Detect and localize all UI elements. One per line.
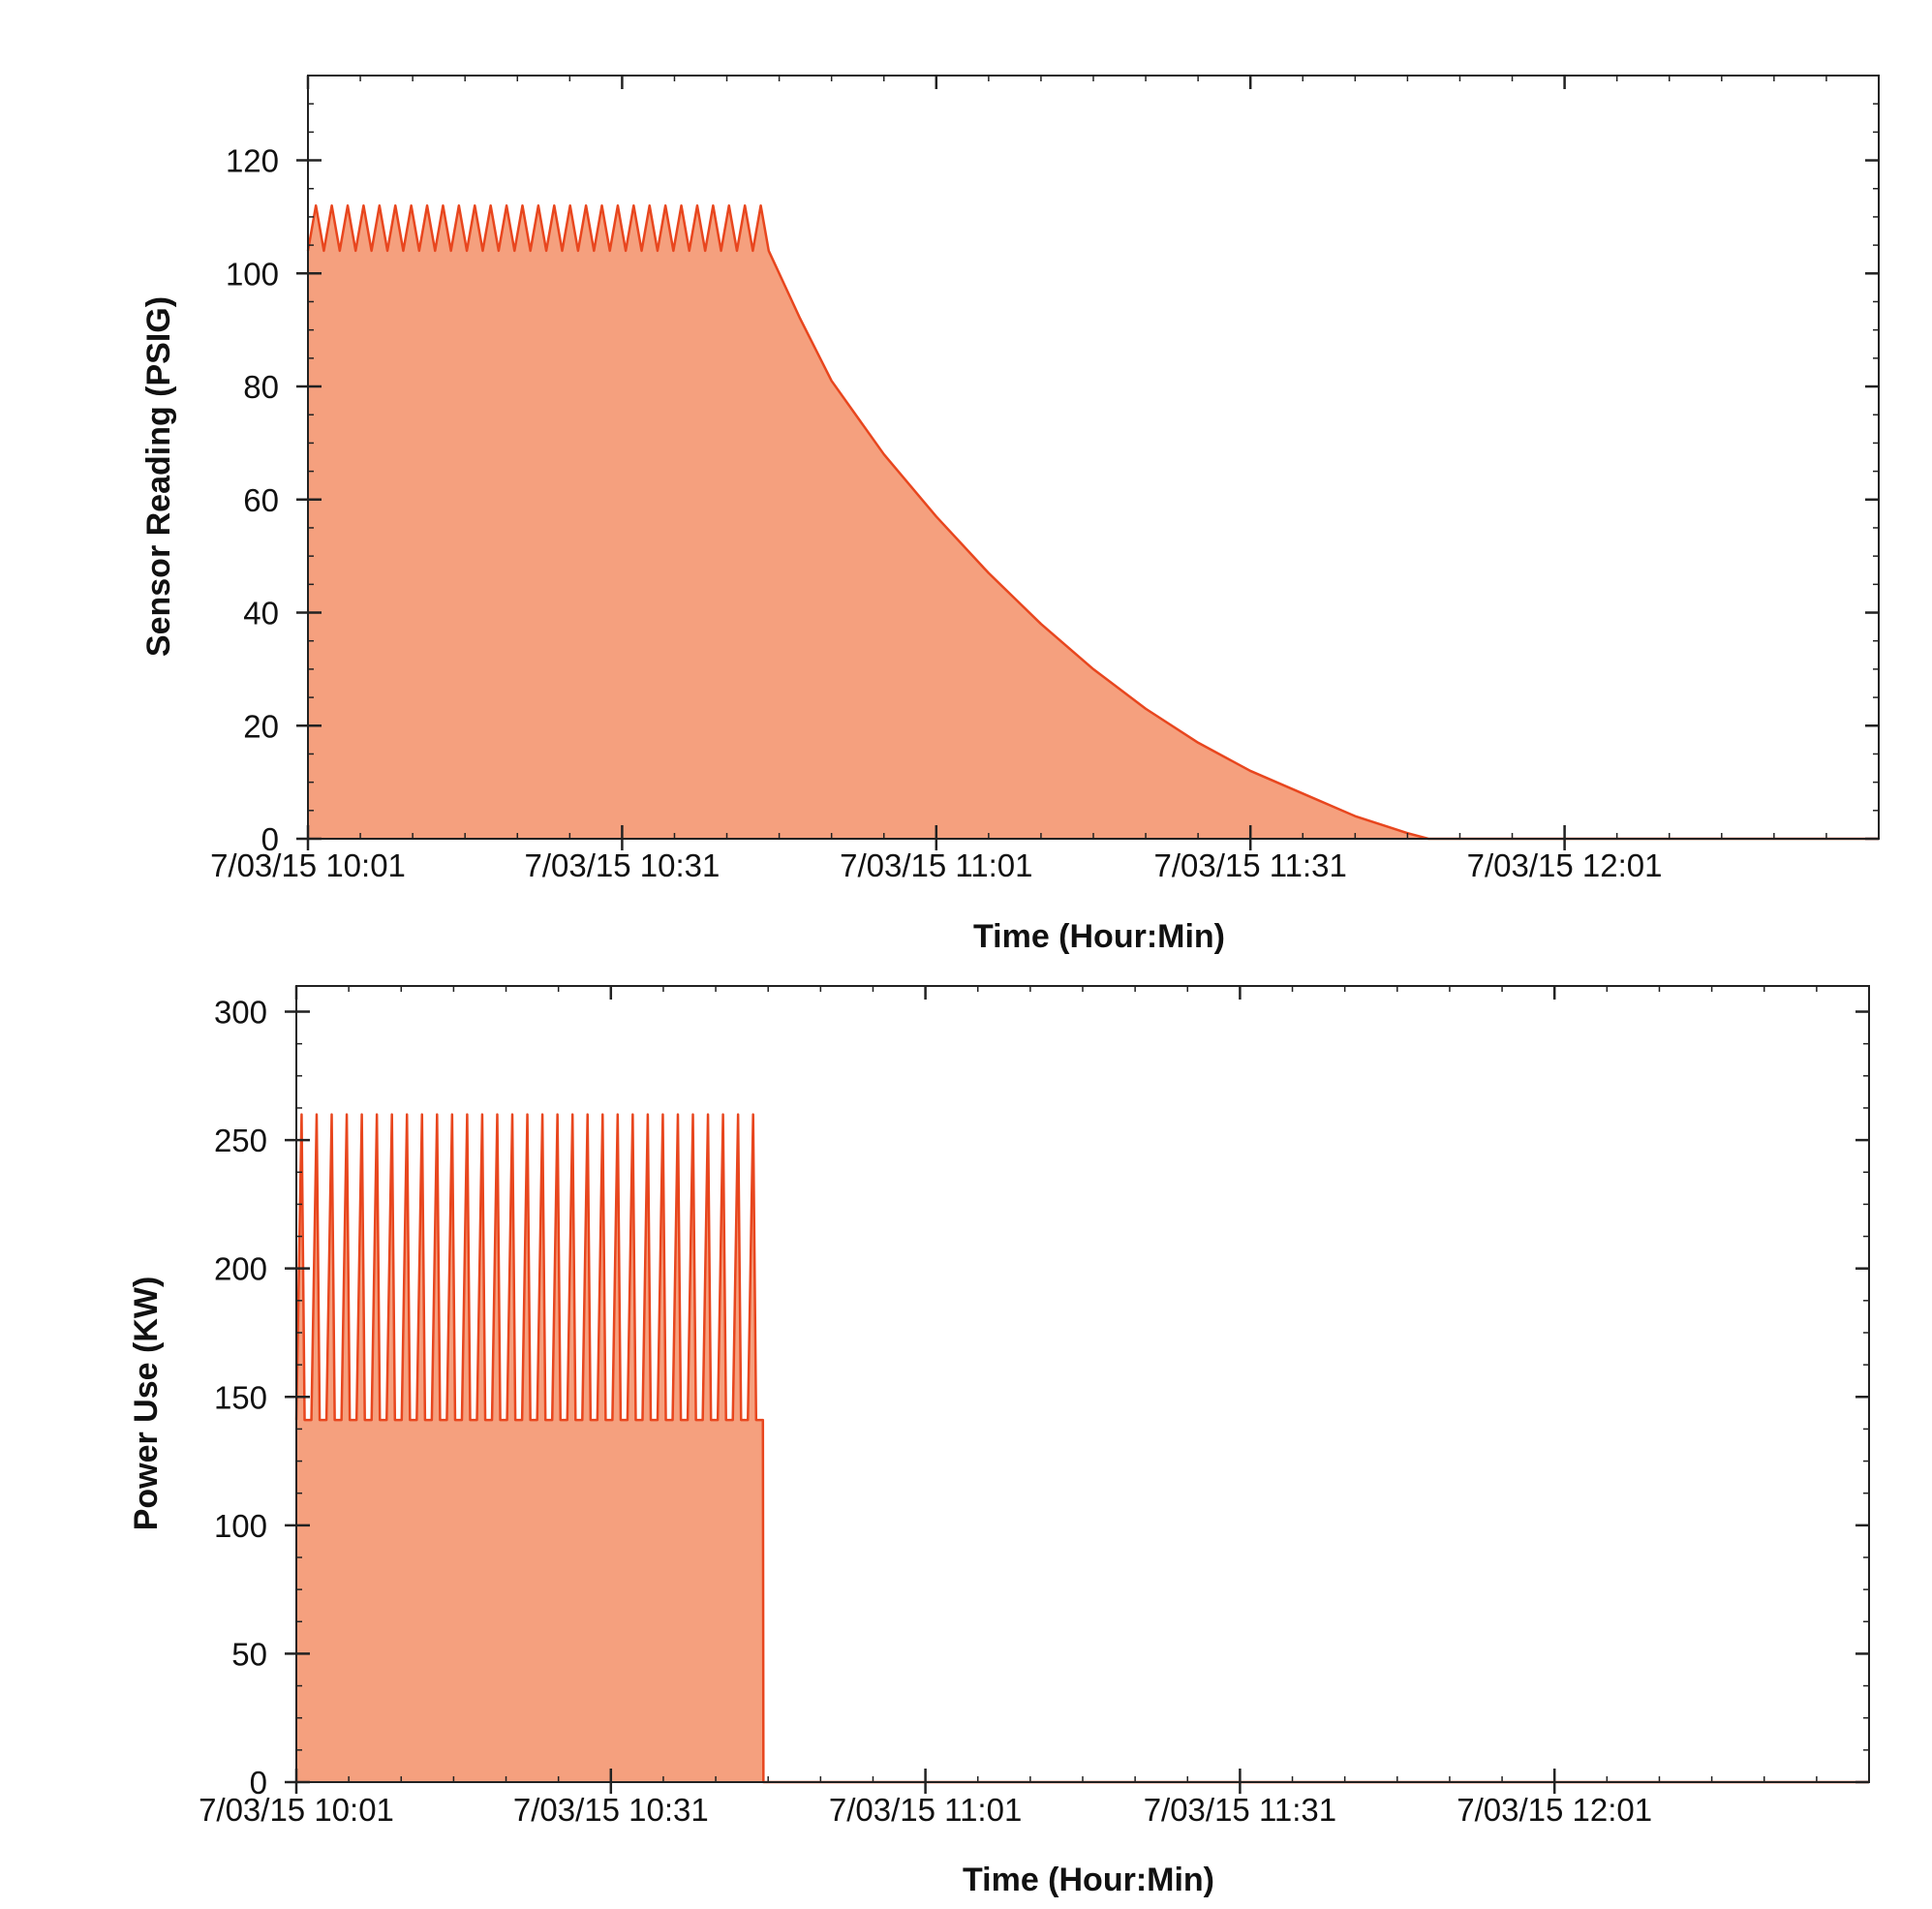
pressure-x-tick-label: 7/03/15 10:01 xyxy=(210,847,406,883)
pressure-y-tick-label: 60 xyxy=(243,482,279,518)
power-y-tick-label: 50 xyxy=(231,1636,267,1672)
power-x-tick-label: 7/03/15 11:31 xyxy=(1144,1792,1336,1828)
power-x-tick-label: 7/03/15 12:01 xyxy=(1457,1792,1652,1828)
power-y-tick-label: 250 xyxy=(214,1123,267,1158)
pressure-y-tick-label: 20 xyxy=(243,708,279,744)
power-y-tick-label: 300 xyxy=(214,995,267,1031)
pressure-y-tick-label: 120 xyxy=(226,143,279,179)
power-x-axis-title: Time (Hour:Min) xyxy=(963,1862,1214,1898)
power-y-tick-label: 200 xyxy=(214,1251,267,1287)
power-series-line xyxy=(294,1113,1869,1784)
pressure-x-tick-label: 7/03/15 10:31 xyxy=(524,847,720,883)
pressure-y-tick-label: 100 xyxy=(226,256,279,292)
pressure-y-tick-label: 40 xyxy=(243,596,279,631)
power-chart: 7/03/15 10:01 7/03/15 10:31 7/03/15 11:01 7… xyxy=(128,985,1870,1898)
pressure-chart: 7/03/15 10:01 7/03/15 10:31 7/03/15 11:01 7… xyxy=(140,75,1880,955)
power-x-tick-label: 7/03/15 10:01 xyxy=(199,1792,394,1828)
pressure-y-tick-label: 80 xyxy=(243,369,279,405)
power-y-tick-label: 0 xyxy=(250,1765,267,1801)
pressure-y-axis-title: Sensor Reading (PSIG) xyxy=(140,296,177,657)
pressure-x-tick-label: 7/03/15 12:01 xyxy=(1467,847,1663,883)
pressure-area xyxy=(308,205,1879,839)
power-x-tick-label: 7/03/15 11:01 xyxy=(829,1792,1022,1828)
power-y-tick-label: 150 xyxy=(214,1379,267,1415)
pressure-series-line xyxy=(306,204,1879,841)
pressure-y-tick-label: 0 xyxy=(261,821,279,857)
pressure-x-axis-title: Time (Hour:Min) xyxy=(973,918,1225,955)
pressure-x-tick-label: 7/03/15 11:01 xyxy=(840,847,1032,883)
power-x-tick-label: 7/03/15 10:31 xyxy=(513,1792,709,1828)
power-area xyxy=(296,1114,1869,1782)
power-y-tick-label: 100 xyxy=(214,1508,267,1544)
pressure-x-tick-label: 7/03/15 11:31 xyxy=(1153,847,1346,883)
power-y-axis-title: Power Use (KW) xyxy=(128,1277,165,1531)
